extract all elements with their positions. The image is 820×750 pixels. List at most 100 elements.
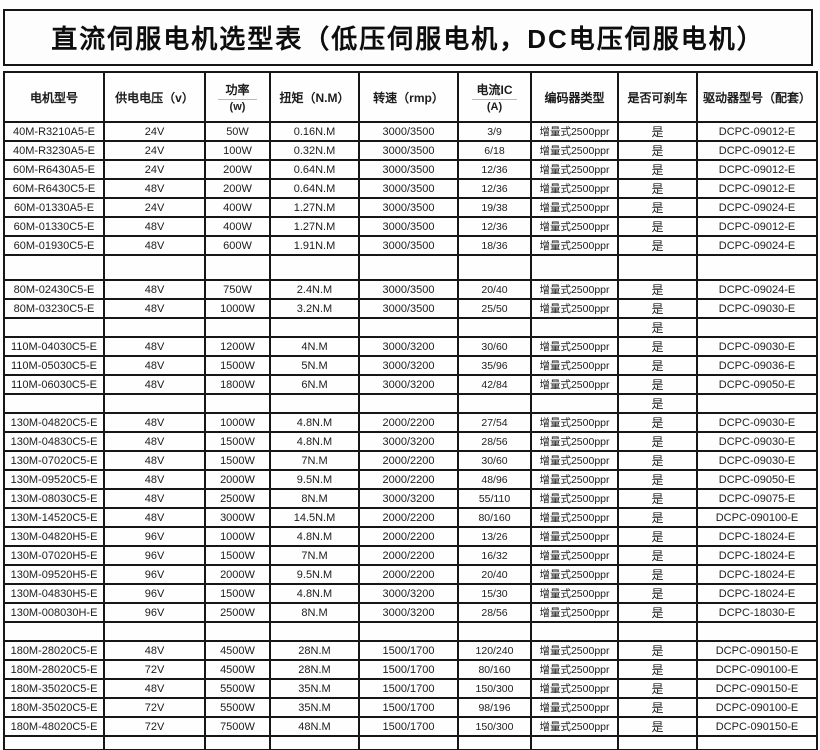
table-cell: 4.8N.M bbox=[269, 431, 360, 452]
table-cell: 55/110 bbox=[457, 488, 532, 509]
table-row: 60M-R6430A5-E 24V 200W 0.64N.M 3000/3500 12/3… bbox=[3, 159, 818, 180]
table-cell: 19/38 bbox=[457, 197, 532, 218]
table-cell bbox=[617, 735, 698, 750]
table-row: 是 bbox=[3, 393, 818, 414]
table-cell: 3000/3500 bbox=[358, 159, 459, 180]
table-cell: 2500W bbox=[204, 602, 271, 623]
table-cell: DCPC-090150-E bbox=[696, 678, 818, 699]
table-row: 180M-35020C5-E 48V 5500W 35N.M 1500/1700 150/… bbox=[3, 678, 818, 699]
table-cell: 80/160 bbox=[457, 507, 532, 528]
table-cell: 48V bbox=[103, 298, 206, 319]
table-cell: 72V bbox=[103, 716, 206, 737]
table-cell: 4500W bbox=[204, 640, 271, 661]
table-cell: 28N.M bbox=[269, 659, 360, 680]
table-cell: 27/54 bbox=[457, 412, 532, 433]
table-cell: 3000/3500 bbox=[358, 279, 459, 300]
table-cell: 28/56 bbox=[457, 602, 532, 623]
table-cell: 5500W bbox=[204, 678, 271, 699]
table-cell bbox=[457, 621, 532, 642]
table-cell: DCPC-09024-E bbox=[696, 197, 818, 218]
table-cell: 13/26 bbox=[457, 526, 532, 547]
table-cell: 3000/3200 bbox=[358, 336, 459, 357]
table-cell: 98/196 bbox=[457, 697, 532, 718]
table-cell: DCPC-09024-E bbox=[696, 235, 818, 256]
table-cell: 1200W bbox=[204, 336, 271, 357]
table-cell: 25/50 bbox=[457, 298, 532, 319]
table-cell bbox=[269, 393, 360, 414]
table-cell: 1800W bbox=[204, 374, 271, 395]
table-cell: 3000/3500 bbox=[358, 197, 459, 218]
column-header-voltage: 供电电压（v） bbox=[103, 71, 206, 123]
table-cell: 80/160 bbox=[457, 659, 532, 680]
column-header-brake: 是否可刹车 bbox=[617, 71, 698, 123]
table-cell: 增量式2500ppr bbox=[530, 564, 619, 585]
table-row: 110M-04030C5-E 48V 1200W 4N.M 3000/3200 30/60… bbox=[3, 336, 818, 357]
table-cell bbox=[358, 393, 459, 414]
table-cell: 4N.M bbox=[269, 336, 360, 357]
table-cell: 2000W bbox=[204, 469, 271, 490]
table-cell: 130M-04820H5-E bbox=[3, 526, 105, 547]
table-cell bbox=[617, 254, 698, 281]
table-header-row: 电机型号 供电电压（v） 功率 (w) 扭矩（N.M） 转速（rmp） 电流IC (A) 编码器… bbox=[3, 71, 818, 123]
table-row: 180M-28020C5-E 72V 4500W 28N.M 1500/1700 80/1… bbox=[3, 659, 818, 680]
table-row: 60M-01330C5-E 48V 400W 1.27N.M 3000/3500 12/3… bbox=[3, 216, 818, 237]
table-cell: 180M-28020C5-E bbox=[3, 640, 105, 661]
table-cell: 14.5N.M bbox=[269, 507, 360, 528]
table-cell: 110M-05030C5-E bbox=[3, 355, 105, 376]
table-cell: 12/36 bbox=[457, 159, 532, 180]
table-cell: 3000/3500 bbox=[358, 235, 459, 256]
table-cell: 48V bbox=[103, 507, 206, 528]
column-header-power: 功率 (w) bbox=[204, 71, 271, 123]
table-cell: 35N.M bbox=[269, 678, 360, 699]
table-cell: 60M-01330A5-E bbox=[3, 197, 105, 218]
table-cell: 是 bbox=[617, 507, 698, 528]
table-cell: 3000/3500 bbox=[358, 298, 459, 319]
table-cell: 2000/2200 bbox=[358, 545, 459, 566]
table-cell bbox=[530, 735, 619, 750]
table-cell bbox=[696, 393, 818, 414]
table-cell: 3000/3200 bbox=[358, 602, 459, 623]
table-cell bbox=[3, 393, 105, 414]
table-cell: 7N.M bbox=[269, 450, 360, 471]
table-cell: DCPC-18030-E bbox=[696, 602, 818, 623]
table-row: 60M-R6430C5-E 48V 200W 0.64N.M 3000/3500 12/3… bbox=[3, 178, 818, 199]
table-cell: 是 bbox=[617, 659, 698, 680]
table-row: 180M-48020C5-E 72V 7500W 48N.M 1500/1700 150/… bbox=[3, 716, 818, 737]
table-cell: 1500W bbox=[204, 583, 271, 604]
column-header-label: 功率 bbox=[225, 83, 250, 97]
table-cell: 增量式2500ppr bbox=[530, 469, 619, 490]
table-cell: 4.8N.M bbox=[269, 583, 360, 604]
table-cell: 750W bbox=[204, 279, 271, 300]
table-cell: 28N.M bbox=[269, 640, 360, 661]
table-cell: 增量式2500ppr bbox=[530, 412, 619, 433]
column-header-driver: 驱动器型号（配套） bbox=[696, 71, 818, 123]
table-cell: 15/30 bbox=[457, 583, 532, 604]
table-row: 80M-03230C5-E 48V 1000W 3.2N.M 3000/3500 25/5… bbox=[3, 298, 818, 319]
table-cell: 增量式2500ppr bbox=[530, 678, 619, 699]
table-cell: 1000W bbox=[204, 412, 271, 433]
table-cell: 1500/1700 bbox=[358, 697, 459, 718]
table-cell: 150/300 bbox=[457, 716, 532, 737]
table-cell bbox=[103, 254, 206, 281]
table-cell: 110M-04030C5-E bbox=[3, 336, 105, 357]
table-cell: 增量式2500ppr bbox=[530, 336, 619, 357]
table-cell: 110M-06030C5-E bbox=[3, 374, 105, 395]
table-cell: 增量式2500ppr bbox=[530, 431, 619, 452]
table-cell: 是 bbox=[617, 583, 698, 604]
table-cell: 1.91N.M bbox=[269, 235, 360, 256]
table-cell: 30/60 bbox=[457, 450, 532, 471]
table-cell: 是 bbox=[617, 298, 698, 319]
table-cell: 28/56 bbox=[457, 431, 532, 452]
table-cell: 增量式2500ppr bbox=[530, 178, 619, 199]
table-cell: 200W bbox=[204, 159, 271, 180]
table-cell: 9.5N.M bbox=[269, 564, 360, 585]
table-cell: 130M-08030C5-E bbox=[3, 488, 105, 509]
table-cell: 6N.M bbox=[269, 374, 360, 395]
table-cell: 是 bbox=[617, 178, 698, 199]
table-cell: 48V bbox=[103, 488, 206, 509]
table-cell: 48V bbox=[103, 355, 206, 376]
table-row: 130M-09520C5-E 48V 2000W 9.5N.M 2000/2200 48/… bbox=[3, 469, 818, 490]
table-cell: 40M-R3230A5-E bbox=[3, 140, 105, 161]
table-row: 40M-R3210A5-E 24V 50W 0.16N.M 3000/3500 3/9 增量… bbox=[3, 121, 818, 142]
table-row: 130M-04830C5-E 48V 1500W 4.8N.M 3000/3200 28/… bbox=[3, 431, 818, 452]
